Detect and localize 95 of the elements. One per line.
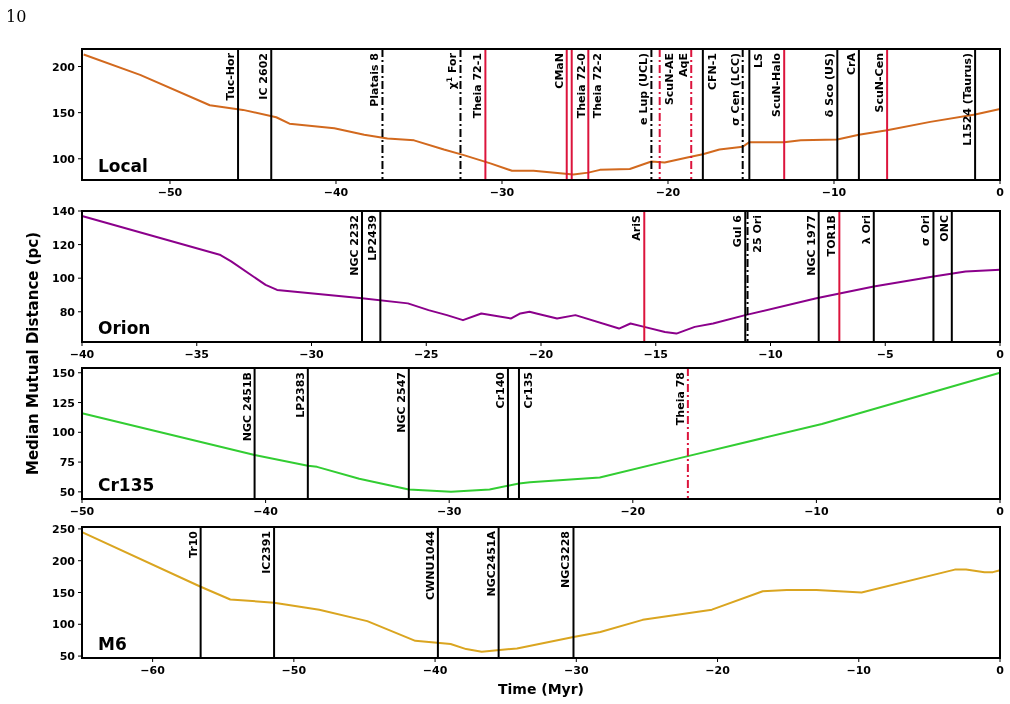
y-tick-label: 120 bbox=[52, 238, 76, 252]
x-tick-label: 0 bbox=[996, 664, 1005, 677]
y-tick-label: 50 bbox=[59, 485, 76, 499]
ref-line-label: NGC 1977 bbox=[804, 215, 818, 276]
y-axis-title: Median Mutual Distance (pc) bbox=[24, 231, 42, 476]
ref-line-label: e Lup (UCL) bbox=[637, 53, 651, 125]
ref-line-label: δ Sco (US) bbox=[823, 53, 837, 118]
ref-line-label: Theia 72-2 bbox=[591, 53, 605, 119]
ref-line-label: Theia 72-1 bbox=[471, 53, 485, 119]
ref-line-label: LS bbox=[752, 52, 766, 68]
y-tick-label: 150 bbox=[52, 106, 76, 120]
ref-line-label: ScuN-Cen bbox=[873, 53, 887, 113]
y-tick-label: 200 bbox=[52, 554, 76, 568]
x-tick-label: −25 bbox=[413, 348, 439, 361]
y-tick-label: 75 bbox=[59, 456, 75, 470]
y-tick-label: 250 bbox=[52, 522, 76, 536]
x-tick-label: −30 bbox=[489, 186, 515, 199]
ref-line-label: Cr140 bbox=[493, 371, 507, 409]
x-tick-label: −30 bbox=[564, 664, 589, 677]
ref-line-label: λ Ori bbox=[859, 215, 873, 245]
x-tick-label: −40 bbox=[323, 186, 349, 199]
text: 10 bbox=[6, 7, 27, 26]
ref-line-label: Tr10 bbox=[186, 530, 200, 559]
x-tick-label: −20 bbox=[705, 664, 731, 677]
y-tick-label: 100 bbox=[52, 152, 76, 166]
y-tick-label: 100 bbox=[52, 272, 76, 286]
x-tick-label: −20 bbox=[528, 348, 554, 361]
x-tick-label: 0 bbox=[996, 186, 1005, 199]
ref-line-label: Theia 78 bbox=[673, 372, 687, 426]
x-axis-title: Time (Myr) bbox=[497, 681, 585, 697]
ref-line-label: Gul 6 bbox=[731, 214, 745, 248]
x-tick-label: −5 bbox=[876, 348, 894, 361]
ref-line-label: CFN-1 bbox=[705, 53, 719, 91]
y-tick-label: 150 bbox=[52, 586, 76, 600]
text: Local bbox=[98, 156, 148, 176]
x-tick-label: −30 bbox=[299, 348, 325, 361]
ref-line-label: IC2391 bbox=[260, 531, 274, 574]
x-tick-label: −50 bbox=[69, 505, 95, 518]
x-tick-label: −50 bbox=[157, 186, 183, 199]
x-tick-label: 0 bbox=[996, 348, 1005, 361]
text: Cr135 bbox=[98, 475, 155, 495]
ref-line-label: LP2383 bbox=[293, 372, 307, 418]
x-tick-label: −30 bbox=[436, 505, 462, 518]
x-tick-label: −40 bbox=[422, 664, 448, 677]
ref-line-label: ScuN-AE bbox=[662, 53, 676, 106]
ref-line-label: NGC 2232 bbox=[347, 215, 361, 276]
x-tick-label: −15 bbox=[643, 348, 669, 361]
ref-line-label: NGC2451A bbox=[484, 530, 498, 597]
x-tick-label: −10 bbox=[821, 186, 847, 199]
ref-line-label: 25 Ori bbox=[750, 215, 764, 253]
ref-line-label: NGC3228 bbox=[559, 531, 573, 588]
ref-line-label: σ Cen (LCC) bbox=[728, 53, 742, 126]
ref-line-label: LP2439 bbox=[366, 215, 380, 261]
line-series bbox=[81, 215, 1001, 335]
ref-line-label: σ Ori bbox=[919, 215, 933, 246]
x-tick-label: −40 bbox=[69, 348, 95, 361]
line-series bbox=[82, 53, 1001, 176]
y-tick-label: 100 bbox=[52, 618, 76, 632]
ref-line-label: IC 2602 bbox=[257, 53, 271, 100]
ref-line-label: AqE bbox=[677, 53, 691, 77]
x-tick-label: −60 bbox=[140, 664, 166, 677]
x-tick-label: 0 bbox=[996, 505, 1005, 518]
x-tick-label: −50 bbox=[281, 664, 307, 677]
ref-line-label: NGC 2451B bbox=[240, 372, 254, 442]
line-series bbox=[81, 531, 1001, 653]
ref-line-label: ScuN-Halo bbox=[770, 52, 784, 118]
text: M6 bbox=[98, 634, 127, 654]
x-tick-label: −10 bbox=[758, 348, 784, 361]
ref-line-label: AriS bbox=[630, 214, 644, 241]
text: Orion bbox=[98, 318, 151, 338]
y-tick-label: 125 bbox=[52, 396, 75, 410]
line-series bbox=[81, 371, 1001, 493]
ref-line-label: Tuc-Hor bbox=[224, 52, 238, 101]
ref-line-label: L1524 (Taurus) bbox=[961, 53, 975, 146]
ref-line-label: CMaN bbox=[552, 53, 566, 89]
x-tick-label: −35 bbox=[184, 348, 210, 361]
ref-line-label: CrA bbox=[844, 52, 858, 76]
x-tick-label: −20 bbox=[620, 505, 646, 518]
ref-line-label: ONC bbox=[937, 215, 951, 242]
ref-line-label: Cr135 bbox=[521, 372, 535, 409]
ref-line-label: Platais 8 bbox=[368, 53, 382, 107]
ref-line-label: NGC 2547 bbox=[394, 372, 408, 433]
x-tick-label: −20 bbox=[655, 186, 681, 199]
ref-line-label: TOR1B bbox=[825, 215, 839, 257]
ref-line-label: Theia 72-0 bbox=[574, 52, 588, 119]
ref-line-label: CWNU1044 bbox=[423, 530, 437, 600]
y-tick-label: 100 bbox=[52, 426, 76, 440]
x-tick-label: −10 bbox=[846, 664, 872, 677]
y-tick-label: 80 bbox=[59, 305, 76, 319]
x-tick-label: −40 bbox=[253, 505, 279, 518]
y-tick-label: 50 bbox=[59, 650, 76, 664]
y-tick-label: 150 bbox=[52, 366, 76, 380]
y-tick-label: 200 bbox=[52, 60, 76, 74]
x-tick-label: −10 bbox=[804, 505, 830, 518]
y-tick-label: 140 bbox=[52, 205, 76, 218]
